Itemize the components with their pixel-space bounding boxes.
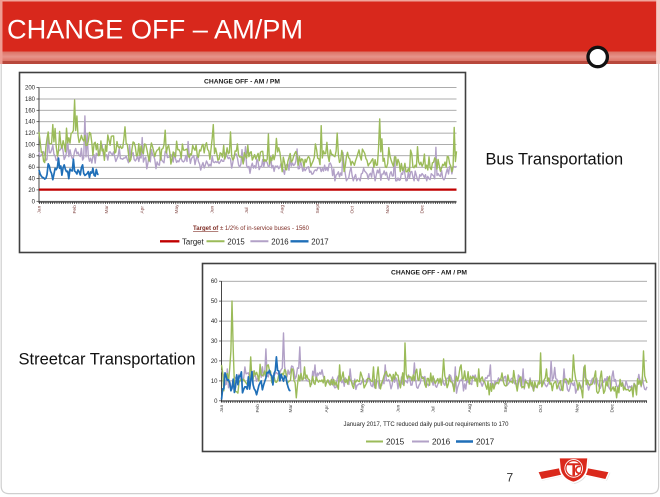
svg-text:Mar: Mar [104,205,110,214]
svg-text:CHANGE OFF – AM/PM: CHANGE OFF – AM/PM [7,14,303,45]
svg-text:Dec: Dec [420,204,426,213]
svg-text:Feb: Feb [255,404,261,413]
svg-text:Sept: Sept [315,203,321,214]
svg-text:2015: 2015 [386,438,405,447]
svg-text:Oct: Oct [538,404,544,412]
svg-text:Target: Target [182,237,205,246]
svg-text:50: 50 [211,299,218,305]
svg-text:Streetcar Transportation: Streetcar Transportation [19,351,196,369]
svg-text:CHANGE OFF - AM / PM: CHANGE OFF - AM / PM [204,79,280,86]
svg-text:140: 140 [25,120,36,126]
svg-text:100: 100 [25,142,36,148]
svg-text:Jan: Jan [219,404,225,412]
svg-text:Dec: Dec [609,403,615,412]
svg-text:2017: 2017 [476,438,495,447]
svg-text:40: 40 [28,177,35,183]
svg-text:Jul: Jul [244,207,250,213]
svg-text:60: 60 [211,279,218,285]
svg-text:Aug: Aug [280,205,286,214]
svg-text:120: 120 [25,131,36,137]
svg-text:Jan: Jan [37,205,43,213]
svg-text:Jul: Jul [431,406,437,412]
svg-text:Bus Transportation: Bus Transportation [486,151,624,169]
svg-text:200: 200 [25,86,36,92]
svg-text:Target of ± 1/2% of in-service: Target of ± 1/2% of in-service buses - 1… [193,226,310,232]
svg-text:2016: 2016 [271,237,288,246]
svg-text:Sept: Sept [503,402,509,413]
svg-text:May: May [174,204,180,214]
svg-text:30: 30 [211,339,218,345]
svg-text:20: 20 [211,359,218,365]
svg-text:Oct: Oct [350,205,356,213]
svg-text:2017: 2017 [311,237,328,246]
svg-text:Apr: Apr [140,206,146,214]
svg-text:0: 0 [32,199,36,205]
svg-text:180: 180 [25,97,36,103]
svg-text:40: 40 [211,319,218,325]
svg-text:Aug: Aug [467,404,473,413]
svg-text:2016: 2016 [432,438,451,447]
svg-text:Nov: Nov [385,204,391,213]
svg-text:Jun: Jun [396,404,402,412]
svg-text:Feb: Feb [72,205,78,214]
svg-text:10: 10 [211,379,218,385]
svg-text:Mar: Mar [288,404,294,413]
svg-text:Jun: Jun [210,205,216,213]
svg-text:Nov: Nov [574,403,580,412]
svg-text:80: 80 [28,154,35,160]
svg-text:7: 7 [507,471,514,485]
svg-text:160: 160 [25,108,36,114]
svg-text:CHANGE OFF - AM / PM: CHANGE OFF - AM / PM [391,270,467,277]
svg-text:2015: 2015 [227,237,245,246]
svg-text:20: 20 [28,188,35,194]
svg-text:0: 0 [214,399,218,405]
svg-text:60: 60 [28,165,35,171]
svg-text:May: May [359,403,365,413]
svg-text:January 2017, TTC reduced dail: January 2017, TTC reduced daily pull-out… [344,422,510,428]
svg-text:Apr: Apr [324,405,330,413]
